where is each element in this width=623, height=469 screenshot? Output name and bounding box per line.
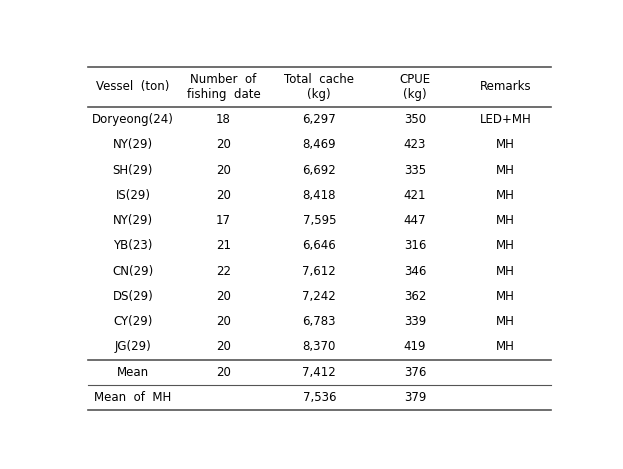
Text: YB(23): YB(23) (113, 239, 153, 252)
Text: Doryeong(24): Doryeong(24) (92, 113, 174, 126)
Text: Mean: Mean (117, 366, 149, 379)
Text: 6,646: 6,646 (302, 239, 336, 252)
Text: 8,418: 8,418 (303, 189, 336, 202)
Text: CN(29): CN(29) (112, 265, 153, 278)
Text: 21: 21 (216, 239, 231, 252)
Text: 6,783: 6,783 (303, 315, 336, 328)
Text: IS(29): IS(29) (115, 189, 150, 202)
Text: 379: 379 (404, 391, 426, 404)
Text: NY(29): NY(29) (113, 138, 153, 151)
Text: 6,297: 6,297 (302, 113, 336, 126)
Text: MH: MH (497, 214, 515, 227)
Text: 6,692: 6,692 (302, 164, 336, 176)
Text: MH: MH (497, 189, 515, 202)
Text: MH: MH (497, 239, 515, 252)
Text: 362: 362 (404, 290, 426, 303)
Text: Total  cache
(kg): Total cache (kg) (284, 73, 354, 101)
Text: 8,370: 8,370 (303, 340, 336, 354)
Text: 419: 419 (404, 340, 426, 354)
Text: Mean  of  MH: Mean of MH (94, 391, 171, 404)
Text: CPUE
(kg): CPUE (kg) (399, 73, 430, 101)
Text: 20: 20 (216, 366, 231, 379)
Text: MH: MH (497, 265, 515, 278)
Text: 346: 346 (404, 265, 426, 278)
Text: MH: MH (497, 138, 515, 151)
Text: 447: 447 (404, 214, 426, 227)
Text: JG(29): JG(29) (115, 340, 151, 354)
Text: Remarks: Remarks (480, 81, 531, 93)
Text: 421: 421 (404, 189, 426, 202)
Text: 376: 376 (404, 366, 426, 379)
Text: 335: 335 (404, 164, 426, 176)
Text: 20: 20 (216, 315, 231, 328)
Text: Vessel  (ton): Vessel (ton) (96, 81, 169, 93)
Text: 316: 316 (404, 239, 426, 252)
Text: 7,612: 7,612 (302, 265, 336, 278)
Text: 8,469: 8,469 (303, 138, 336, 151)
Text: 20: 20 (216, 290, 231, 303)
Text: 7,595: 7,595 (303, 214, 336, 227)
Text: 20: 20 (216, 189, 231, 202)
Text: 22: 22 (216, 265, 231, 278)
Text: SH(29): SH(29) (113, 164, 153, 176)
Text: MH: MH (497, 290, 515, 303)
Text: 7,242: 7,242 (302, 290, 336, 303)
Text: Number  of
fishing  date: Number of fishing date (187, 73, 260, 101)
Text: DS(29): DS(29) (113, 290, 153, 303)
Text: 20: 20 (216, 164, 231, 176)
Text: MH: MH (497, 340, 515, 354)
Text: 17: 17 (216, 214, 231, 227)
Text: CY(29): CY(29) (113, 315, 153, 328)
Text: 20: 20 (216, 340, 231, 354)
Text: 7,536: 7,536 (303, 391, 336, 404)
Text: LED+MH: LED+MH (480, 113, 531, 126)
Text: NY(29): NY(29) (113, 214, 153, 227)
Text: MH: MH (497, 164, 515, 176)
Text: MH: MH (497, 315, 515, 328)
Text: 7,412: 7,412 (302, 366, 336, 379)
Text: 20: 20 (216, 138, 231, 151)
Text: 350: 350 (404, 113, 426, 126)
Text: 423: 423 (404, 138, 426, 151)
Text: 18: 18 (216, 113, 231, 126)
Text: 339: 339 (404, 315, 426, 328)
